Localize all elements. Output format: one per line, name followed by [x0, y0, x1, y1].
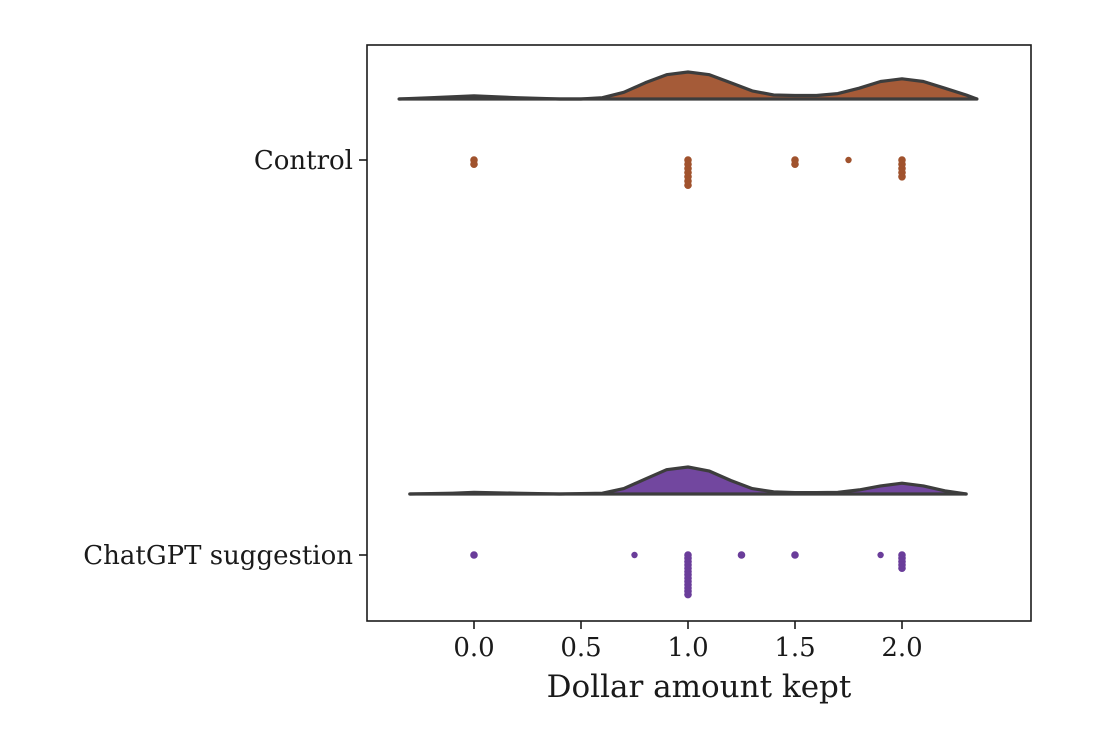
data-point [877, 551, 884, 559]
y-tick-label: Control [254, 146, 353, 176]
data-point [470, 551, 478, 559]
density-fill-0 [399, 72, 977, 99]
y-axis: Control ChatGPT suggestion [83, 146, 367, 571]
x-tick-label: 2.0 [881, 633, 922, 663]
data-point [684, 181, 692, 189]
density-fill-1 [409, 467, 967, 494]
x-tick-label: 0.5 [560, 633, 601, 663]
data-point [898, 173, 906, 181]
points-layer [470, 156, 906, 599]
data-point [845, 156, 852, 164]
density-layer [397, 70, 979, 496]
data-point [898, 564, 906, 572]
data-point [737, 551, 746, 559]
x-tick-label: 1.5 [774, 633, 815, 663]
x-tick-label: 1.0 [667, 633, 708, 663]
x-tick-label: 0.0 [453, 633, 494, 663]
y-tick-label: ChatGPT suggestion [83, 541, 353, 571]
data-point [684, 590, 692, 599]
plot-frame [366, 44, 1032, 622]
data-point [470, 160, 478, 168]
x-axis-title: Dollar amount kept [547, 669, 852, 705]
x-axis: 0.0 0.5 1.0 1.5 2.0 [453, 621, 923, 663]
data-point [631, 551, 638, 559]
data-point [791, 160, 799, 168]
data-point [791, 551, 799, 559]
